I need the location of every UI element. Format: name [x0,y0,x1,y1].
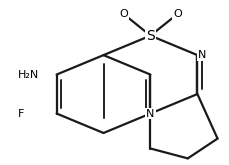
Text: O: O [173,9,182,19]
Text: N: N [146,109,155,118]
Text: N: N [197,50,206,60]
Text: F: F [18,109,25,118]
Text: H₂N: H₂N [18,70,40,80]
Text: O: O [119,9,128,19]
Text: S: S [146,29,155,43]
